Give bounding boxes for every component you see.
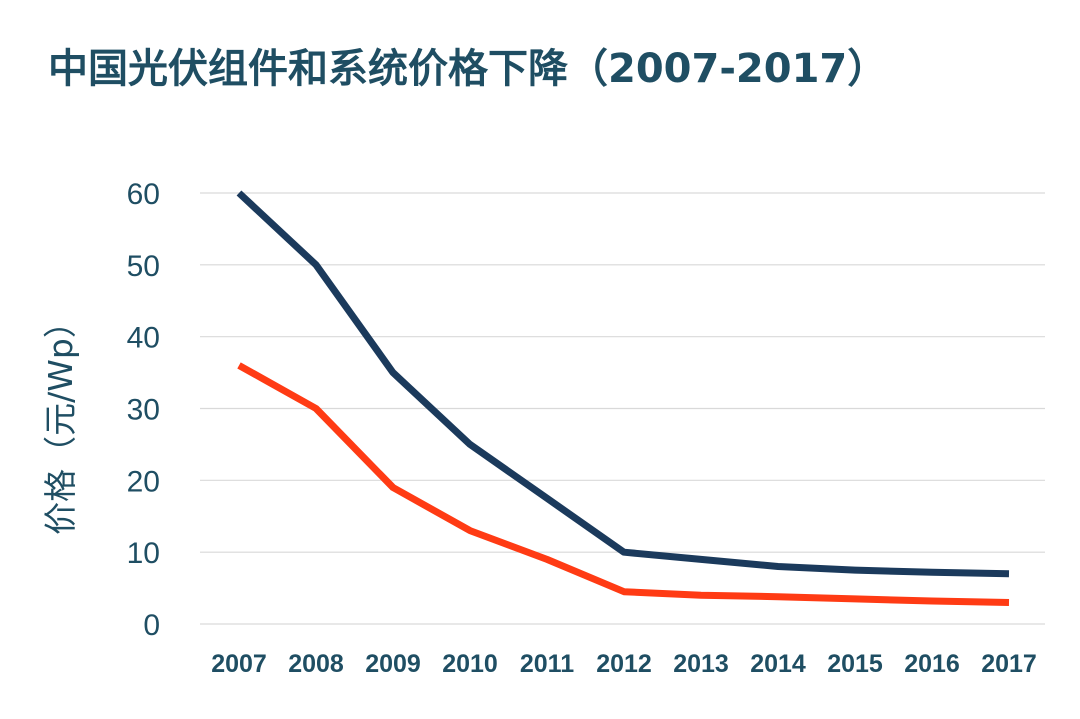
y-tick-label-60: 60 bbox=[127, 178, 160, 211]
series-line-2 bbox=[237, 362, 1010, 606]
x-tick-label-2013: 2013 bbox=[673, 650, 729, 678]
x-tick-label-2011: 2011 bbox=[520, 650, 574, 678]
x-tick-label-2017: 2017 bbox=[981, 650, 1037, 678]
x-tick-label-2016: 2016 bbox=[904, 650, 960, 678]
x-tick-label-2009: 2009 bbox=[365, 650, 421, 678]
x-tick-label-2012: 2012 bbox=[596, 650, 652, 678]
y-tick-label-20: 20 bbox=[127, 465, 160, 498]
x-tick-label-2007: 2007 bbox=[211, 650, 267, 678]
y-tick-label-10: 10 bbox=[127, 537, 160, 570]
x-tick-label-2015: 2015 bbox=[827, 650, 883, 678]
chart-title: 中国光伏组件和系统价格下降（2007-2017） bbox=[48, 46, 888, 92]
y-tick-label-40: 40 bbox=[127, 322, 160, 355]
y-tick-label-0: 0 bbox=[143, 609, 160, 642]
x-tick-label-2008: 2008 bbox=[288, 650, 344, 678]
series-line-1 bbox=[236, 190, 1010, 578]
y-tick-label-30: 30 bbox=[127, 394, 160, 427]
x-tick-label-2014: 2014 bbox=[750, 650, 806, 678]
x-tick-label-2010: 2010 bbox=[442, 650, 498, 678]
y-tick-label-50: 50 bbox=[127, 250, 160, 283]
